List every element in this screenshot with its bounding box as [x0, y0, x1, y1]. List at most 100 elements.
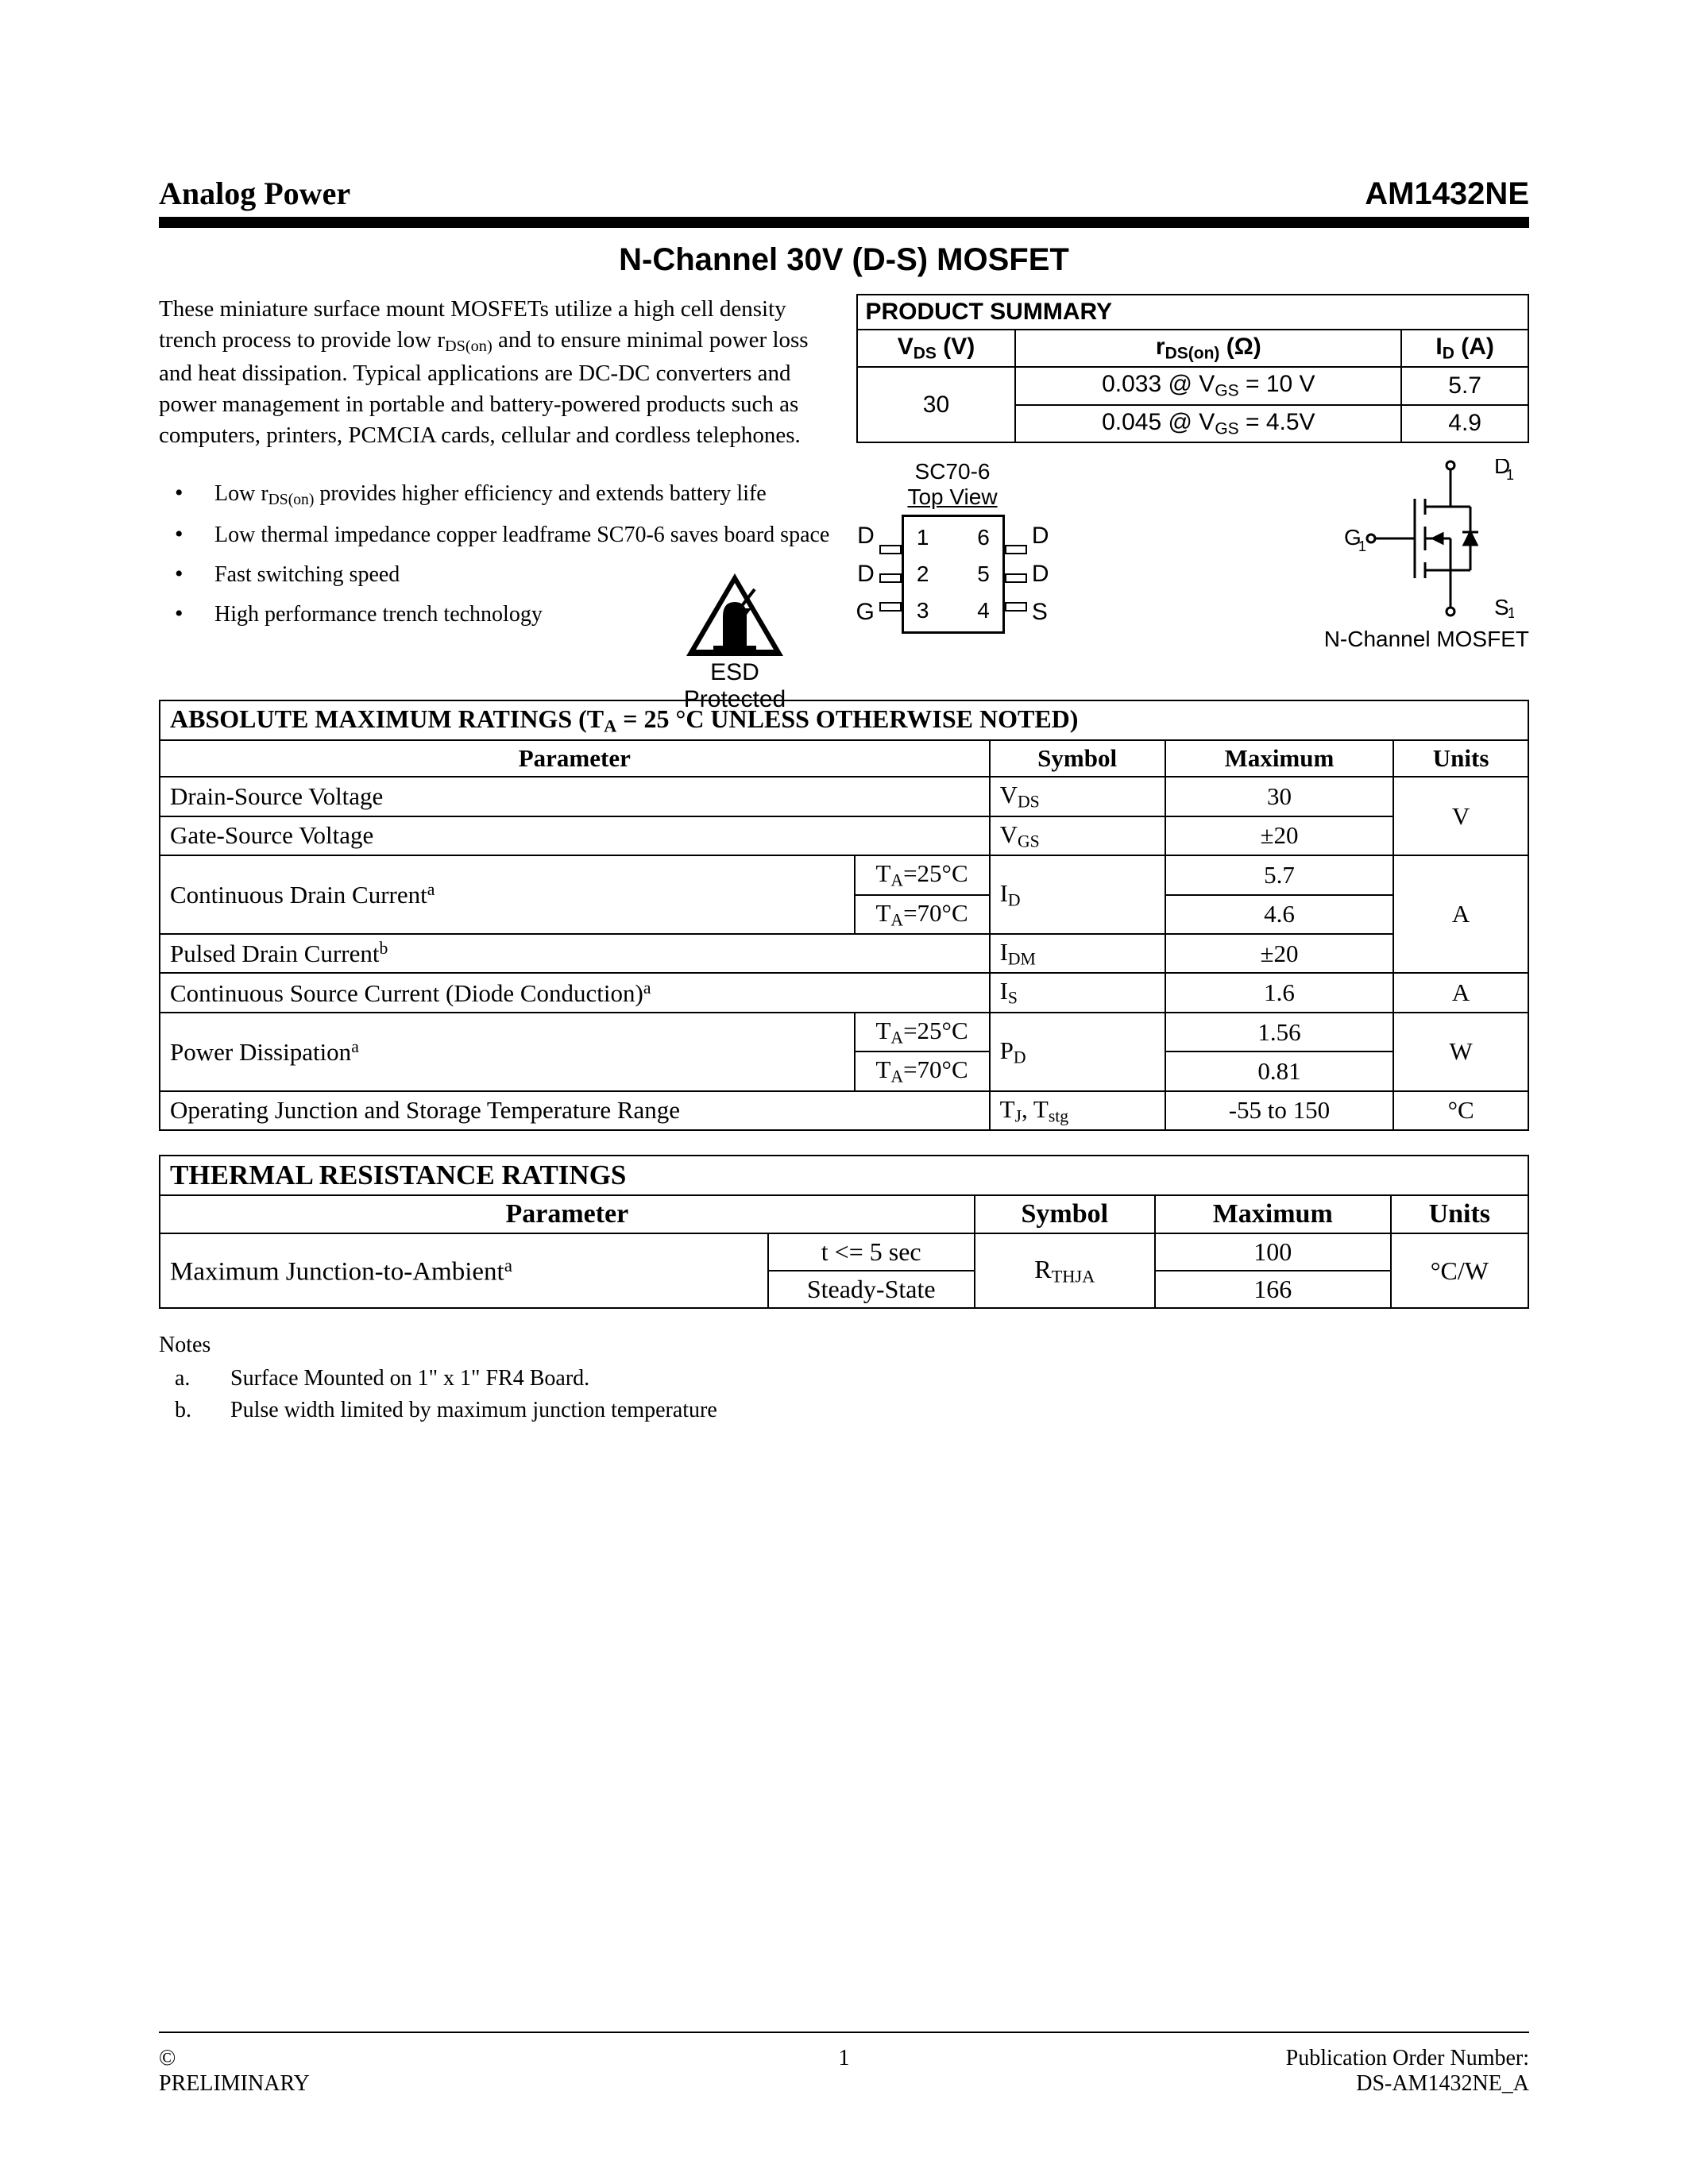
intro-paragraph: These miniature surface mount MOSFETs ut…	[159, 294, 832, 451]
page-footer: © PRELIMINARY 1 Publication Order Number…	[159, 2046, 1529, 2097]
abs-row-cond: TA=25°C	[855, 1013, 990, 1051]
abs-row-max: 4.6	[1165, 895, 1394, 934]
abs-row-sym: IDM	[990, 934, 1165, 973]
abs-row-max: 30	[1165, 777, 1394, 816]
thermal-cond: t <= 5 sec	[768, 1233, 975, 1271]
abs-row-max: 0.81	[1165, 1051, 1394, 1090]
datasheet-page: Analog Power AM1432NE N-Channel 30V (D-S…	[0, 0, 1688, 2184]
abs-row-sym: VDS	[990, 777, 1165, 816]
header-company: Analog Power	[159, 175, 350, 212]
thermal-sym: RTHJA	[975, 1233, 1155, 1308]
package-view: Top View	[856, 484, 1049, 510]
lead-icon	[879, 602, 902, 612]
svg-text:1: 1	[1358, 538, 1366, 554]
notes-section: Notes a. Surface Mounted on 1" x 1" FR4 …	[159, 1333, 1529, 1423]
footer-pub-number: DS-AM1432NE_A	[1286, 2071, 1529, 2097]
abs-col-sym: Symbol	[990, 740, 1165, 777]
pin-num: 1	[917, 525, 929, 550]
abs-row-units: A	[1393, 973, 1528, 1012]
thermal-units: °C/W	[1391, 1233, 1528, 1308]
mosfet-symbol-svg: D 1 G 1 S 1	[1339, 459, 1514, 618]
pin-label: S	[1032, 599, 1048, 626]
top-columns: These miniature surface mount MOSFETs ut…	[159, 294, 1529, 652]
abs-row-units: W	[1393, 1013, 1528, 1091]
svg-text:1: 1	[1506, 467, 1514, 483]
abs-row-max: ±20	[1165, 816, 1394, 855]
abs-row-max: -55 to 150	[1165, 1091, 1394, 1130]
pin-num: 5	[977, 561, 990, 587]
abs-row-cond: TA=70°C	[855, 895, 990, 934]
abs-row-max: 1.56	[1165, 1013, 1394, 1051]
pin-row: 25	[904, 561, 1002, 587]
abs-row-sym: TJ, Tstg	[990, 1091, 1165, 1130]
right-column: PRODUCT SUMMARY VDS (V) rDS(on) (Ω) ID (…	[856, 294, 1530, 652]
footer-pub-label: Publication Order Number:	[1286, 2046, 1529, 2071]
abs-max-table: ABSOLUTE MAXIMUM RATINGS (TA = 25 °C UNL…	[159, 700, 1529, 1131]
thermal-table: THERMAL RESISTANCE RATINGS Parameter Sym…	[159, 1155, 1529, 1309]
esd-label-2: Protected	[683, 686, 786, 713]
abs-row-param: Continuous Source Current (Diode Conduct…	[160, 973, 990, 1012]
pin-label: D	[1032, 523, 1049, 550]
header-partno: AM1432NE	[1365, 176, 1529, 212]
package-name: SC70-6	[856, 459, 1049, 484]
abs-row-param: Drain-Source Voltage	[160, 777, 990, 816]
abs-row-cond: TA=25°C	[855, 855, 990, 894]
lead-icon	[1005, 545, 1027, 554]
ps-col-id: ID (A)	[1401, 330, 1528, 367]
esd-triangle-icon	[683, 572, 786, 659]
feature-item: Low thermal impedance copper leadframe S…	[167, 520, 832, 550]
thermal-max: 100	[1155, 1233, 1391, 1271]
footer-rule	[159, 2032, 1529, 2033]
note-text: Pulse width limited by maximum junction …	[230, 1398, 717, 1423]
abs-col-param: Parameter	[160, 740, 990, 777]
notes-title: Notes	[159, 1333, 1529, 1358]
abs-col-units: Units	[1393, 740, 1528, 777]
note-b: b. Pulse width limited by maximum juncti…	[159, 1398, 1529, 1423]
footer-right: Publication Order Number: DS-AM1432NE_A	[1286, 2046, 1529, 2097]
thermal-param: Maximum Junction-to-Ambienta	[160, 1233, 768, 1308]
abs-row-max: ±20	[1165, 934, 1394, 973]
ps-id-row1: 5.7	[1401, 367, 1528, 404]
abs-row-sym: ID	[990, 855, 1165, 934]
footer-preliminary: PRELIMINARY	[159, 2071, 310, 2097]
pin-row: 16	[904, 525, 1002, 550]
feature-item: Low rDS(on) provides higher efficiency a…	[167, 479, 832, 511]
abs-row-param: Operating Junction and Storage Temperatu…	[160, 1091, 990, 1130]
note-a: a. Surface Mounted on 1" x 1" FR4 Board.	[159, 1366, 1529, 1391]
pin-row: 34	[904, 598, 1002, 623]
page-header: Analog Power AM1432NE	[159, 175, 1529, 212]
esd-label-1: ESD	[683, 659, 786, 686]
pin-label: D	[857, 523, 875, 550]
lead-col-right	[1005, 537, 1027, 612]
esd-badge: ESD Protected	[683, 572, 786, 713]
ps-rds-row1: 0.033 @ VGS = 10 V	[1015, 367, 1401, 404]
pin-label: D	[857, 561, 875, 588]
lead-col-left	[879, 537, 902, 612]
package-body: D D G 16 25 34	[856, 515, 1049, 634]
ps-col-rds: rDS(on) (Ω)	[1015, 330, 1401, 367]
abs-row-param: Power Dissipationa	[160, 1013, 855, 1091]
pkg-right-labels: D D S	[1032, 523, 1049, 626]
lead-icon	[879, 545, 902, 554]
abs-row-param: Gate-Source Voltage	[160, 816, 990, 855]
abs-row-units: V	[1393, 777, 1528, 855]
package-diagram: SC70-6 Top View D D G	[856, 459, 1049, 634]
thermal-cond: Steady-State	[768, 1271, 975, 1308]
abs-row-sym: VGS	[990, 816, 1165, 855]
ps-vds-value: 30	[857, 367, 1016, 442]
abs-row-max: 1.6	[1165, 973, 1394, 1012]
thermal-heading: THERMAL RESISTANCE RATINGS	[160, 1156, 1528, 1195]
package-outline: 16 25 34	[902, 515, 1005, 634]
note-key: b.	[175, 1398, 199, 1423]
product-summary-heading: PRODUCT SUMMARY	[857, 295, 1529, 330]
pkg-left-labels: D D G	[856, 523, 875, 626]
product-summary-table: PRODUCT SUMMARY VDS (V) rDS(on) (Ω) ID (…	[856, 294, 1530, 443]
pin-num: 4	[977, 598, 990, 623]
symbol-caption: N-Channel MOSFET	[1324, 627, 1529, 652]
svg-text:S: S	[1494, 595, 1509, 618]
abs-row-max: 5.7	[1165, 855, 1394, 894]
mosfet-symbol: D 1 G 1 S 1 N-Channel MOSFET	[1324, 459, 1529, 652]
lead-icon	[879, 573, 902, 583]
pin-num: 2	[917, 561, 929, 587]
footer-page-number: 1	[839, 2046, 850, 2071]
